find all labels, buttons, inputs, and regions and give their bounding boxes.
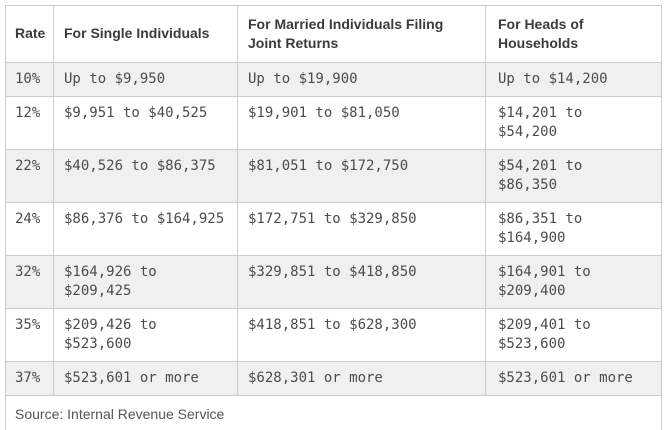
col-header-single: For Single Individuals: [53, 5, 238, 63]
heads-range-cell: $164,901 to $209,400: [485, 254, 662, 309]
single-range-cell: $164,926 to $209,425: [53, 254, 238, 309]
single-range-cell: $9,951 to $40,525: [53, 95, 238, 150]
heads-range-cell: Up to $14,200: [485, 61, 662, 97]
tax-brackets-table: Rate For Single Individuals For Married …: [5, 5, 662, 430]
table-row: 22% $40,526 to $86,375 $81,051 to $172,750…: [5, 148, 662, 203]
married-range-cell: Up to $19,900: [237, 61, 486, 97]
table-row: 10% Up to $9,950 Up to $19,900 Up to $14,20…: [5, 61, 662, 97]
col-header-heads: For Heads of Households: [485, 5, 662, 63]
header-row: Rate For Single Individuals For Married …: [5, 5, 662, 63]
single-range-cell: $209,426 to $523,600: [53, 307, 238, 362]
single-range-cell: $86,376 to $164,925: [53, 201, 238, 256]
table-body: 10% Up to $9,950 Up to $19,900 Up to $14,20…: [5, 61, 662, 396]
married-range-cell: $81,051 to $172,750: [237, 148, 486, 203]
table-footer: Source: Internal Revenue Service: [5, 394, 662, 430]
table-header: Rate For Single Individuals For Married …: [5, 5, 662, 63]
rate-cell: 35%: [5, 307, 54, 362]
heads-range-cell: $209,401 to $523,600: [485, 307, 662, 362]
single-range-cell: $40,526 to $86,375: [53, 148, 238, 203]
rate-cell: 22%: [5, 148, 54, 203]
married-range-cell: $19,901 to $81,050: [237, 95, 486, 150]
source-row: Source: Internal Revenue Service: [5, 394, 662, 430]
heads-range-cell: $14,201 to $54,200: [485, 95, 662, 150]
source-note: Source: Internal Revenue Service: [5, 394, 662, 430]
col-header-rate: Rate: [5, 5, 54, 63]
rate-cell: 10%: [5, 61, 54, 97]
heads-range-cell: $523,601 or more: [485, 360, 662, 396]
table-row: 35% $209,426 to $523,600 $418,851 to $628,…: [5, 307, 662, 362]
table-row: 12% $9,951 to $40,525 $19,901 to $81,050 $1…: [5, 95, 662, 150]
married-range-cell: $418,851 to $628,300: [237, 307, 486, 362]
single-range-cell: $523,601 or more: [53, 360, 238, 396]
table-row: 32% $164,926 to $209,425 $329,851 to $418,…: [5, 254, 662, 309]
rate-cell: 12%: [5, 95, 54, 150]
heads-range-cell: $54,201 to $86,350: [485, 148, 662, 203]
table-row: 24% $86,376 to $164,925 $172,751 to $329,8…: [5, 201, 662, 256]
rate-cell: 24%: [5, 201, 54, 256]
heads-range-cell: $86,351 to $164,900: [485, 201, 662, 256]
married-range-cell: $172,751 to $329,850: [237, 201, 486, 256]
married-range-cell: $329,851 to $418,850: [237, 254, 486, 309]
married-range-cell: $628,301 or more: [237, 360, 486, 396]
rate-cell: 32%: [5, 254, 54, 309]
single-range-cell: Up to $9,950: [53, 61, 238, 97]
rate-cell: 37%: [5, 360, 54, 396]
col-header-married: For Married Individuals Filing Joint Ret…: [237, 5, 486, 63]
table-row: 37% $523,601 or more $628,301 or more $523,…: [5, 360, 662, 396]
